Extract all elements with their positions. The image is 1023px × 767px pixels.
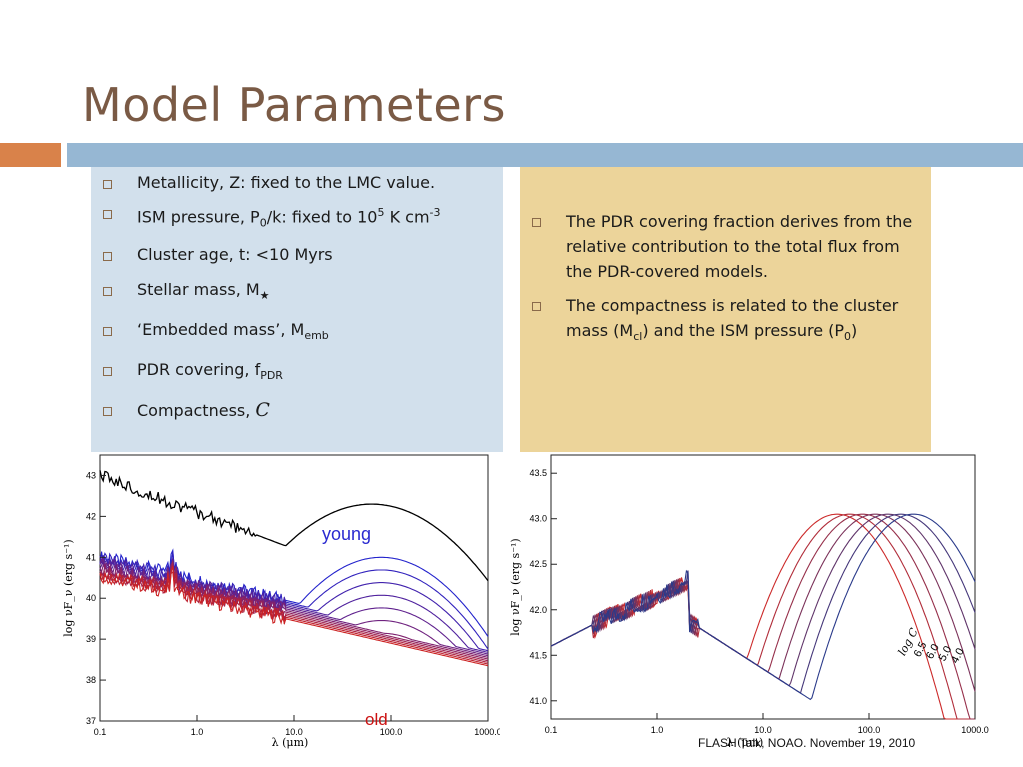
bullet-icon: [103, 407, 112, 417]
item-text: Compactness,: [137, 401, 256, 421]
y-tick-label: 38: [86, 675, 96, 685]
item-text: PDR covering, f: [137, 359, 261, 379]
bullet-icon: [532, 218, 541, 227]
item-text: ) and the ISM pressure (P: [642, 321, 845, 340]
list-item: The compactness is related to the cluste…: [520, 293, 920, 349]
age-curve: [99, 566, 489, 667]
young-label: young: [322, 524, 371, 544]
x-tick-label: 0.1: [545, 725, 558, 735]
item-subscript: PDR: [260, 369, 283, 383]
bullet-icon: [103, 366, 112, 376]
item-text: Cluster age, t: <10 Myrs: [137, 244, 333, 264]
list-item: Compactness, C: [91, 400, 503, 421]
item-text: ): [851, 321, 858, 340]
item-text: ISM pressure, P: [137, 207, 260, 227]
list-item: Metallicity, Z: fixed to the LMC value.: [91, 173, 503, 193]
sed-compactness-chart: 0.1 1.0 10.0 100.0 1000.0 41.0 41.5 42.0 42.5 43.…: [509, 454, 989, 749]
accent-bar-blue: [67, 143, 1023, 167]
x-tick-label: 0.1: [94, 727, 107, 737]
item-text: The compactness is related to the cluste…: [566, 296, 899, 340]
y-tick-label: 40: [86, 593, 96, 603]
list-item: Stellar mass, M★: [91, 280, 503, 306]
item-subscript: cl: [633, 330, 643, 344]
bullet-icon: [103, 180, 112, 189]
slide-title: Model Parameters: [82, 78, 507, 132]
item-text: Stellar mass, M: [137, 279, 260, 299]
right-panel-background: [520, 167, 931, 452]
x-tick-label: 1.0: [651, 725, 664, 735]
x-tick-label: 10.0: [285, 727, 303, 737]
item-italic: C: [255, 399, 270, 422]
bullet-icon: [103, 210, 112, 219]
y-tick-label: 41.5: [529, 650, 547, 660]
accent-bar-orange: [0, 143, 61, 167]
item-text: K cm: [384, 207, 430, 227]
age-curve: [99, 548, 489, 637]
explanation-list: The PDR covering fraction derives from t…: [520, 209, 920, 358]
y-tick-label: 43.0: [529, 514, 547, 524]
y-tick-label: 42.0: [529, 605, 547, 615]
x-tick-label: 1000.0: [961, 725, 989, 735]
age-curve: [99, 551, 489, 650]
y-tick-label: 41: [86, 552, 96, 562]
compactness-curve: [550, 513, 976, 701]
bullet-icon: [532, 302, 541, 311]
item-superscript: 5: [377, 206, 385, 219]
y-tick-label: 42: [86, 511, 96, 521]
left-panel-background: [91, 167, 503, 452]
plot-frame: [550, 454, 976, 720]
y-tick-label: 43.5: [529, 468, 547, 478]
age-curve: [99, 570, 489, 665]
y-axis-label: log νF_ν (erg s⁻¹): [62, 539, 75, 636]
list-item: PDR covering, fPDR: [91, 360, 503, 386]
y-axis-label: log νF_ν (erg s⁻¹): [509, 538, 522, 635]
age-curve: [99, 555, 489, 652]
list-item: Cluster age, t: <10 Myrs: [91, 245, 503, 265]
y-tick-label: 37: [86, 716, 96, 726]
y-tick-label: 42.5: [529, 559, 547, 569]
bullet-icon: [103, 286, 112, 296]
footer-text: FLASH Talk, NOAO. November 19, 2010: [698, 736, 916, 750]
parameter-list: Metallicity, Z: fixed to the LMC value. …: [91, 173, 503, 421]
old-label: old: [365, 710, 388, 729]
x-axis-label: λ (μm): [727, 736, 764, 749]
bullet-icon: [103, 251, 112, 261]
x-tick-label: 100.0: [858, 725, 881, 735]
list-item: The PDR covering fraction derives from t…: [520, 209, 920, 284]
x-tick-label: 1000.0: [474, 727, 500, 737]
star-subscript: ★: [259, 288, 270, 302]
item-text: ‘Embedded mass’, M: [137, 319, 305, 339]
item-text: /k: fixed to 10: [266, 207, 378, 227]
y-tick-label: 41.0: [529, 696, 547, 706]
list-item: ISM pressure, P0/k: fixed to 105 K cm-3: [91, 203, 503, 234]
embedded-curve: [99, 470, 489, 582]
x-tick-label: 100.0: [380, 727, 403, 737]
x-tick-label: 1.0: [191, 727, 204, 737]
list-item: ‘Embedded mass’, Memb: [91, 320, 503, 346]
x-tick-label: 10.0: [754, 725, 772, 735]
axis-group: 0.1 1.0 10.0 100.0 1000.0 41.0 41.5 42.0 42.5 43.…: [529, 468, 988, 735]
age-curve: [99, 561, 489, 662]
item-text: The PDR covering fraction derives from t…: [566, 212, 913, 281]
item-subscript: 0: [844, 330, 852, 344]
item-text: Metallicity, Z: fixed to the LMC value.: [137, 173, 436, 192]
y-tick-label: 43: [86, 470, 96, 480]
item-superscript: -3: [429, 206, 441, 219]
curve-group: [550, 513, 976, 720]
y-tick-label: 39: [86, 634, 96, 644]
sed-age-chart: 0.1 1.0 10.0 100.0 1000.0 37 38 39 40 41 42 43 youn…: [62, 454, 500, 749]
curve-group: [99, 470, 489, 667]
age-curve: [99, 563, 489, 658]
item-subscript: emb: [304, 328, 329, 342]
axis-group: 0.1 1.0 10.0 100.0 1000.0 37 38 39 40 41 42 43: [86, 470, 500, 737]
bullet-icon: [103, 326, 112, 336]
item-subscript: 0: [259, 216, 267, 230]
age-curve: [99, 560, 489, 660]
x-axis-label: λ (μm): [272, 736, 309, 749]
